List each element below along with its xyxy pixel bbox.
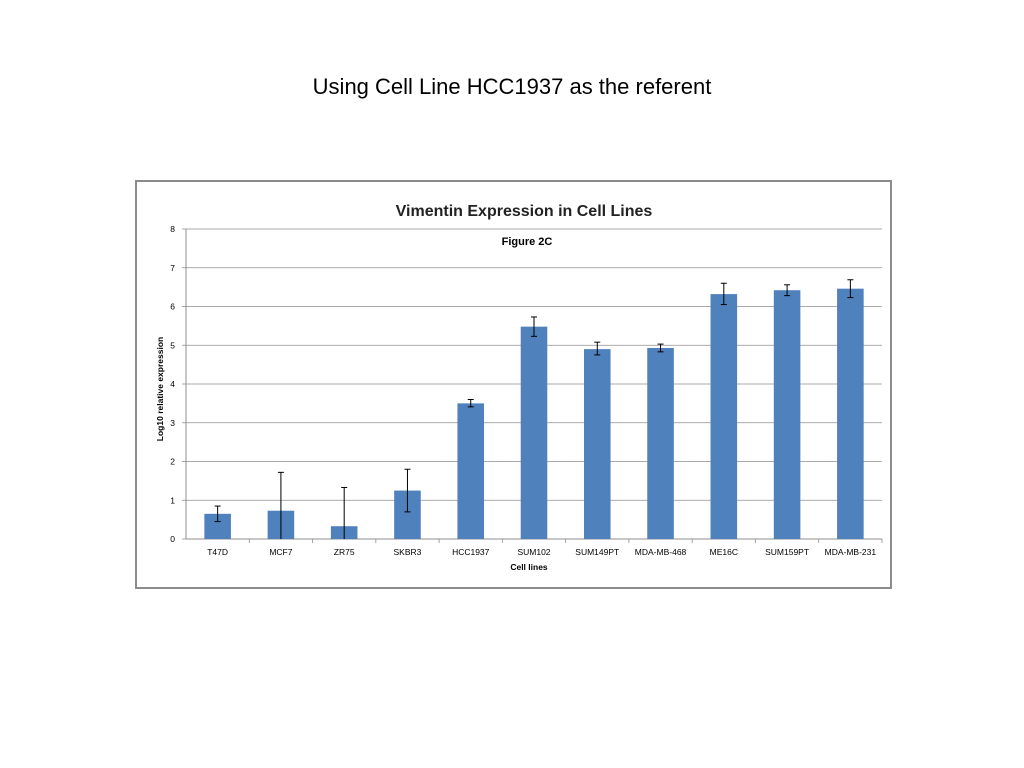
bar-mda-mb-468	[647, 347, 674, 539]
chart-frame: Vimentin Expression in Cell Lines Figure…	[135, 180, 892, 589]
x-category-label: MDA-MB-231	[825, 547, 877, 557]
bar-sum149pt	[583, 349, 611, 539]
y-tick-label: 4	[170, 379, 175, 389]
y-tick-label: 8	[170, 224, 175, 234]
x-category-label: MCF7	[269, 547, 292, 557]
bar-hcc1937	[457, 403, 485, 539]
x-category-label: T47D	[207, 547, 228, 557]
y-tick-labels: 0 1 2 3 4 5 6 7 8	[170, 224, 175, 544]
x-category-label: SUM149PT	[575, 547, 619, 557]
x-category-label: SUM159PT	[765, 547, 809, 557]
chart-subtitle: Figure 2C	[502, 236, 553, 248]
bar-sum159pt	[773, 290, 801, 539]
bar-sum102	[520, 326, 548, 539]
x-category-label: HCC1937	[452, 547, 490, 557]
x-axis-label: Cell lines	[510, 562, 548, 572]
bar-me16c	[710, 294, 738, 539]
y-tick-label: 6	[170, 302, 175, 312]
y-tick-label: 2	[170, 457, 175, 467]
y-tick-label: 0	[170, 534, 175, 544]
y-tick-label: 3	[170, 418, 175, 428]
x-category-label: SKBR3	[394, 547, 422, 557]
x-category-label: SUM102	[517, 547, 550, 557]
x-category-label: MDA-MB-468	[635, 547, 687, 557]
chart-title: Vimentin Expression in Cell Lines	[396, 203, 653, 220]
x-category-label: ME16C	[710, 547, 738, 557]
y-tick-label: 5	[170, 340, 175, 350]
y-axis-label: Log10 relative expression	[155, 337, 165, 441]
bar-mda-mb-231	[837, 288, 864, 539]
slide-title: Using Cell Line HCC1937 as the referent	[312, 74, 712, 99]
x-category-label: ZR75	[334, 547, 355, 557]
bar-chart: Vimentin Expression in Cell Lines Figure…	[155, 203, 883, 572]
error-bars	[214, 279, 854, 539]
y-tick-label: 7	[170, 263, 175, 273]
x-category-labels: T47D MCF7 ZR75 SKBR3 HCC1937 SUM102 SUM149PT MD…	[207, 547, 876, 557]
y-tick-label: 1	[170, 495, 175, 505]
